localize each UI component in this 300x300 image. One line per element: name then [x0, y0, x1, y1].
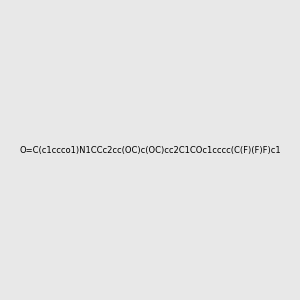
Text: O=C(c1ccco1)N1CCc2cc(OC)c(OC)cc2C1COc1cccc(C(F)(F)F)c1: O=C(c1ccco1)N1CCc2cc(OC)c(OC)cc2C1COc1cc…	[19, 146, 281, 154]
